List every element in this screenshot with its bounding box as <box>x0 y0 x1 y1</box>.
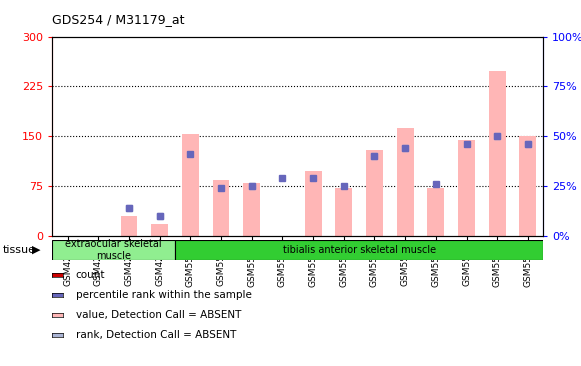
Bar <box>489 71 505 236</box>
Bar <box>335 187 352 236</box>
Bar <box>175 240 543 260</box>
Bar <box>213 180 229 236</box>
Text: count: count <box>76 270 105 280</box>
Bar <box>397 128 414 236</box>
Text: tibialis anterior skeletal muscle: tibialis anterior skeletal muscle <box>282 245 436 255</box>
Text: GDS254 / M31179_at: GDS254 / M31179_at <box>52 13 185 26</box>
Bar <box>458 140 475 236</box>
Text: value, Detection Call = ABSENT: value, Detection Call = ABSENT <box>76 310 241 320</box>
Text: rank, Detection Call = ABSENT: rank, Detection Call = ABSENT <box>76 330 236 340</box>
Text: percentile rank within the sample: percentile rank within the sample <box>76 290 252 300</box>
Bar <box>121 216 138 236</box>
Bar <box>243 183 260 236</box>
Text: tissue: tissue <box>3 245 36 255</box>
Bar <box>366 150 383 236</box>
Bar <box>182 134 199 236</box>
Bar <box>519 136 536 236</box>
Bar <box>52 240 175 260</box>
Text: extraocular skeletal
muscle: extraocular skeletal muscle <box>65 239 162 261</box>
Bar <box>304 171 321 236</box>
Bar <box>428 187 444 236</box>
Bar <box>151 224 168 236</box>
Text: ▶: ▶ <box>32 245 41 255</box>
